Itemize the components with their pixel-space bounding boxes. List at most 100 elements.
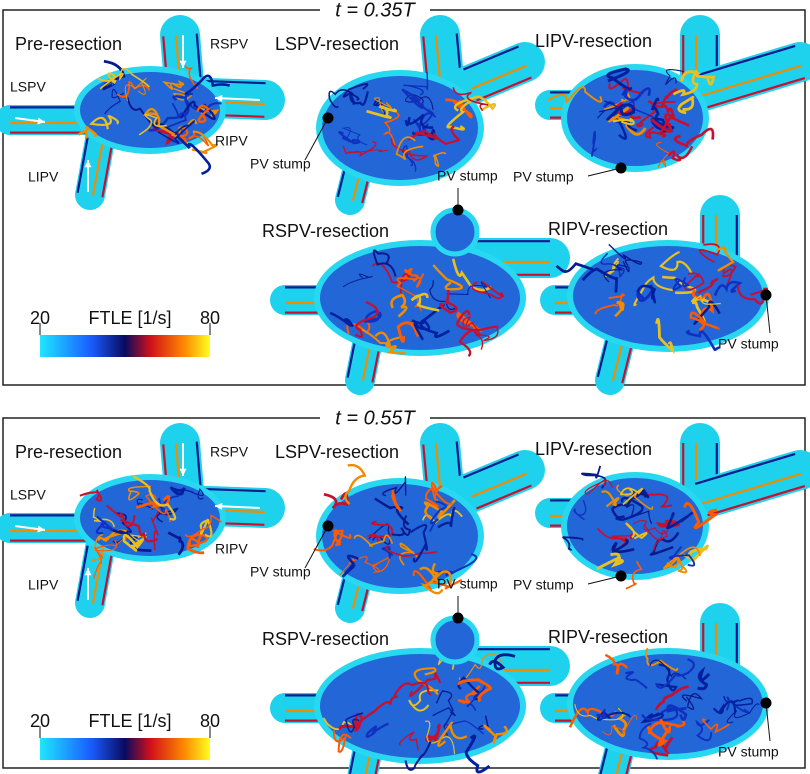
flow-streak [625, 522, 648, 540]
flow-streak [420, 562, 444, 595]
flow-streak [431, 553, 478, 577]
flow-streak [374, 497, 410, 526]
flow-streak [408, 689, 439, 712]
flow-streak [122, 533, 144, 552]
flow-streak [404, 741, 432, 771]
flow-streak [150, 510, 159, 551]
flow-streak [439, 289, 458, 314]
vessel [598, 733, 635, 774]
flow-streak [382, 110, 400, 148]
leader-line [765, 294, 771, 334]
panel: t = 0.35T Pre-resection LSPV RSPV RIPV LIPV LS… [0, 0, 810, 395]
flow-streak [184, 65, 199, 90]
flow-streak [681, 693, 704, 710]
flow-streak [667, 145, 694, 162]
image-label: RIPV-resection [548, 219, 668, 239]
image-label: LIPV-resection [535, 439, 652, 459]
flow-streak [401, 145, 417, 172]
flow-streak [333, 529, 344, 546]
image-label: RIPV-resection [548, 627, 668, 647]
flow-streak [632, 488, 650, 499]
flow-streak [614, 301, 625, 318]
flow-arrow [84, 568, 92, 576]
flow-streak [411, 318, 431, 341]
flow-streak [457, 678, 493, 703]
flow-streak [195, 106, 220, 118]
flow-streak [403, 72, 429, 96]
flow-streak [606, 67, 633, 91]
flow-arrow [37, 117, 45, 125]
atrium [573, 246, 763, 346]
flow-streak [656, 519, 680, 528]
flow-streak [463, 45, 519, 71]
flow-streak [364, 309, 382, 323]
flow-streak [691, 289, 714, 323]
flow-streak [660, 103, 690, 127]
flow-streak [640, 712, 664, 724]
flow-streak [396, 273, 425, 288]
vessel-label: LIPV [28, 577, 59, 593]
flow-streak [76, 137, 89, 193]
flow-streak [169, 486, 186, 496]
stump-marker [452, 204, 464, 216]
flow-streak [644, 122, 672, 139]
flow-streak [636, 288, 654, 302]
vessel [595, 325, 635, 395]
vessel-label: RSPV [210, 36, 249, 52]
flow-streak [596, 336, 609, 378]
flow-streak [603, 261, 630, 283]
flow-streak [649, 659, 687, 680]
flow-streak [119, 518, 159, 543]
flow-streak [596, 710, 632, 721]
flow-streak [407, 129, 438, 141]
flow-streak [390, 293, 408, 318]
flow-streak [604, 653, 629, 675]
flow-streak [432, 125, 461, 146]
flow-streak [432, 152, 447, 167]
flow-arrow [215, 94, 223, 102]
stump-marker [760, 289, 772, 301]
leader-line [587, 167, 622, 177]
flow-streak [462, 316, 481, 337]
vessel-label: LIPV [28, 169, 59, 185]
flow-streak [342, 83, 369, 101]
flow-streak [677, 95, 695, 115]
flow-streak [101, 550, 114, 606]
vessel [680, 42, 810, 112]
flow-streak [547, 86, 603, 104]
flow-streak [672, 277, 691, 291]
flow-streak [621, 87, 651, 102]
stump-annotation: PV stump [250, 564, 311, 580]
panel: t = 0.55T Pre-resection LSPV RSPV RIPV LIPV LS… [0, 407, 810, 774]
flow-streak [365, 520, 394, 542]
flow-streak [654, 685, 690, 711]
flow-arrow [179, 468, 187, 476]
flow-streak [408, 672, 442, 697]
flow-streak [483, 724, 509, 744]
ftle-image [0, 15, 285, 210]
flow-streak [636, 284, 657, 304]
stump-annotation: PV stump [250, 156, 311, 172]
ftle-image [540, 603, 769, 774]
colorbar-min: 20 [30, 711, 50, 731]
flow-streak [665, 511, 694, 530]
flow-streak [374, 331, 406, 355]
flow-streak [372, 249, 397, 277]
flow-streak [445, 98, 473, 119]
title-background [320, 0, 430, 22]
flow-streak [665, 68, 684, 85]
vessel-label: RIPV [215, 541, 248, 557]
flow-streak [666, 704, 688, 722]
flow-streak [608, 78, 644, 95]
vessel-label: LSPV [10, 487, 46, 503]
flow-arrow [84, 160, 92, 168]
leader-line [765, 702, 771, 742]
stump-annotation: PV stump [718, 744, 779, 760]
flow-streak [600, 252, 625, 279]
flow-arrow [179, 60, 187, 68]
flow-streak [91, 140, 105, 196]
flow-streak [596, 552, 624, 571]
flow-streak [580, 465, 607, 489]
ftle-image [540, 195, 769, 395]
